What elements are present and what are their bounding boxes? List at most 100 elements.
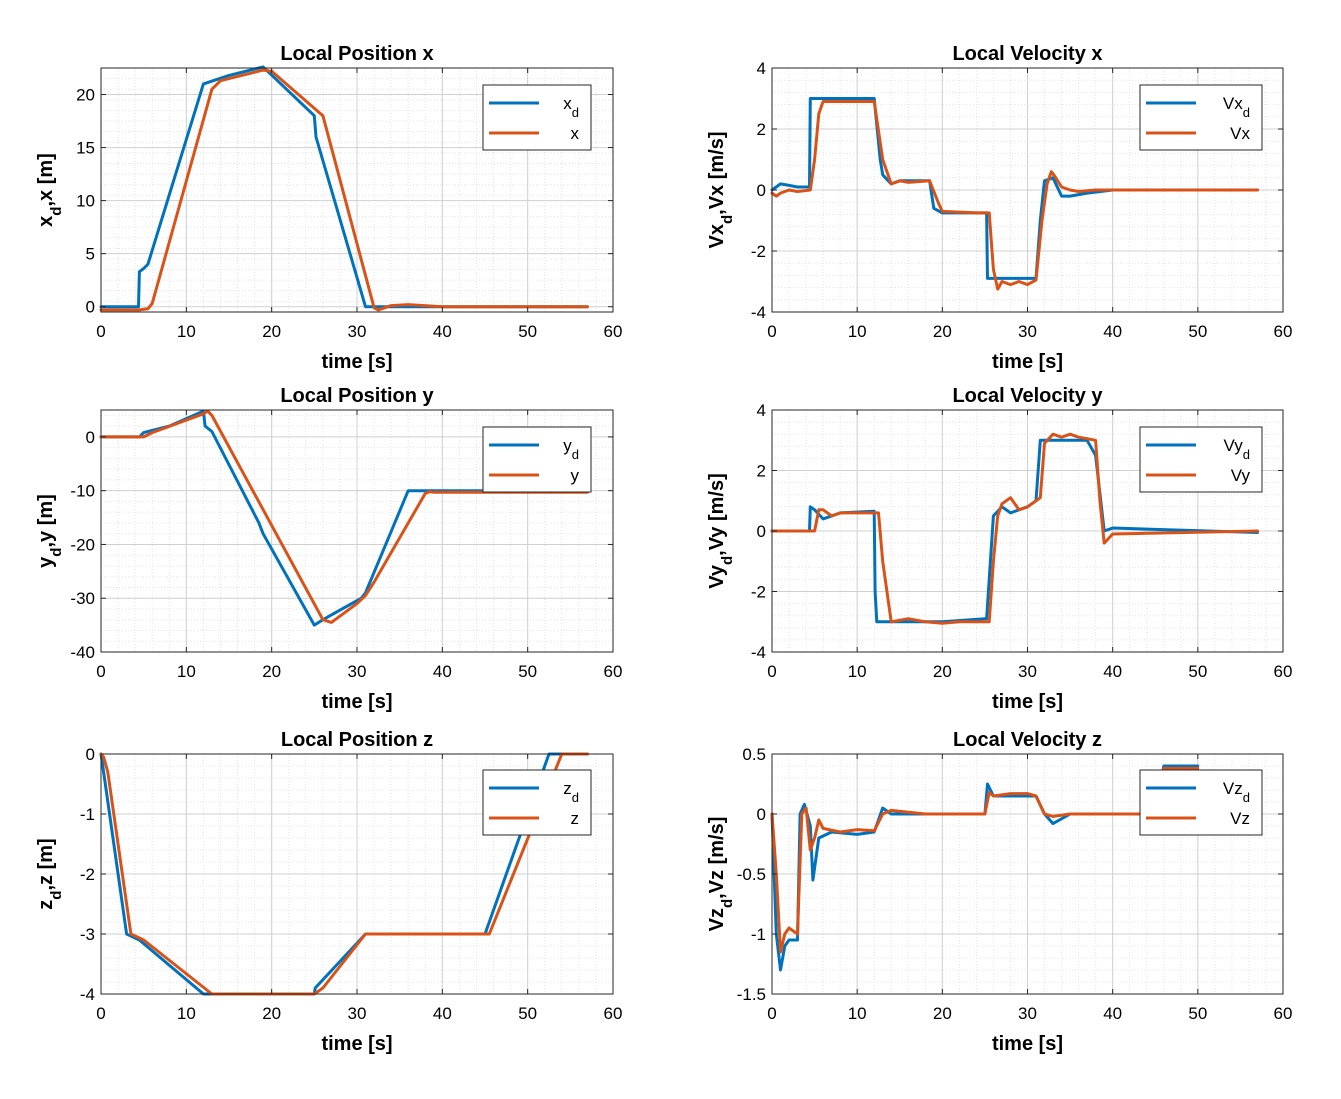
chart-title: Local Position z xyxy=(281,729,433,751)
x-axis-label: time [s] xyxy=(321,691,392,713)
legend: zd z xyxy=(482,769,592,836)
legend-label: Vzd xyxy=(1223,779,1250,805)
y-tick-label: -4 xyxy=(751,643,766,662)
x-tick-label: 10 xyxy=(848,322,867,341)
legend-label: y xyxy=(571,466,580,485)
legend: Vxd Vx xyxy=(1139,84,1263,151)
legend-label: yd xyxy=(563,436,579,462)
x-tick-label: 20 xyxy=(933,1004,952,1023)
x-tick-label: 0 xyxy=(96,322,105,341)
x-tick-label: 10 xyxy=(848,1004,867,1023)
x-tick-label: 50 xyxy=(518,322,537,341)
x-tick-label: 0 xyxy=(96,1004,105,1023)
y-tick-label: -30 xyxy=(70,589,95,608)
y-tick-label: 0.5 xyxy=(742,745,766,764)
legend-label: x xyxy=(571,124,580,143)
y-tick-label: 5 xyxy=(86,245,95,264)
chart-panel-4: 0 10 20 30 40 50 60 -4 -2 0 2 4 Local Velocity y time… xyxy=(706,385,1292,713)
x-tick-label: 10 xyxy=(177,1004,196,1023)
y-tick-label: -3 xyxy=(80,925,95,944)
x-tick-label: 30 xyxy=(348,662,367,681)
y-tick-label: -20 xyxy=(70,535,95,554)
y-axis-label: yd,y [m] xyxy=(35,494,65,568)
y-tick-label: -1.5 xyxy=(737,985,766,1004)
y-tick-label: -2 xyxy=(80,865,95,884)
x-tick-label: 50 xyxy=(1188,322,1207,341)
x-tick-label: 40 xyxy=(1103,1004,1122,1023)
y-axis-label: Vzd,Vz [m/s] xyxy=(706,817,736,932)
series-line-Vy xyxy=(770,432,1259,625)
x-tick-label: 40 xyxy=(1103,322,1122,341)
chart-title: Local Velocity z xyxy=(953,729,1102,751)
legend-label: xd xyxy=(563,94,579,120)
x-axis-label: time [s] xyxy=(992,1033,1063,1055)
x-axis-label: time [s] xyxy=(992,351,1063,373)
chart-panel-2: 0 10 20 30 40 50 60 -4 -2 0 2 4 Local Velocity x time… xyxy=(706,43,1292,373)
y-tick-label: 0 xyxy=(757,805,766,824)
x-tick-label: 60 xyxy=(1274,322,1293,341)
x-tick-label: 20 xyxy=(262,1004,281,1023)
x-tick-label: 10 xyxy=(177,662,196,681)
y-axis-label: Vxd,Vx [m/s] xyxy=(706,132,736,249)
x-tick-label: 30 xyxy=(1018,662,1037,681)
legend-label: Vyd xyxy=(1224,436,1250,462)
x-tick-label: 60 xyxy=(604,322,623,341)
y-tick-label: 10 xyxy=(76,192,95,211)
x-tick-label: 30 xyxy=(348,1004,367,1023)
x-tick-label: 30 xyxy=(348,322,367,341)
chart-panel-1: 0 10 20 30 40 50 60 0 5 10 15 20 Local Position x tim… xyxy=(35,43,622,373)
y-tick-label: 4 xyxy=(757,401,766,420)
x-tick-label: 20 xyxy=(933,322,952,341)
y-axis-label: zd,z [m] xyxy=(35,838,65,909)
legend-box xyxy=(1139,426,1263,493)
legend-box xyxy=(482,769,592,836)
chart-title: Local Velocity x xyxy=(952,43,1102,65)
y-tick-label: -2 xyxy=(751,583,766,602)
y-tick-label: 4 xyxy=(757,59,766,78)
x-axis-label: time [s] xyxy=(992,691,1063,713)
legend: Vyd Vy xyxy=(1139,426,1263,493)
legend: xd x xyxy=(482,84,592,151)
y-tick-label: -4 xyxy=(80,985,95,1004)
y-tick-label: -0.5 xyxy=(737,865,766,884)
x-tick-label: 40 xyxy=(433,662,452,681)
major-grid xyxy=(100,68,614,312)
series-line-Vx xyxy=(770,100,1259,291)
x-tick-label: 20 xyxy=(933,662,952,681)
y-tick-label: 0 xyxy=(86,745,95,764)
legend-label: Vy xyxy=(1231,466,1251,485)
x-tick-label: 30 xyxy=(1018,322,1037,341)
x-axis-label: time [s] xyxy=(321,1033,392,1055)
legend-box xyxy=(482,426,592,493)
legend-label: z xyxy=(571,809,580,828)
legend-box xyxy=(1139,769,1263,836)
x-tick-label: 20 xyxy=(262,322,281,341)
series-line-y-d xyxy=(99,409,589,627)
y-tick-label: 0 xyxy=(86,428,95,447)
y-axis-label: Vyd,Vy [m/s] xyxy=(706,473,736,589)
x-tick-label: 60 xyxy=(1274,662,1293,681)
x-tick-label: 10 xyxy=(848,662,867,681)
y-axis-label: xd,x [m] xyxy=(35,153,65,227)
chart-title: Local Position x xyxy=(280,43,433,65)
series-line-y xyxy=(99,409,589,624)
chart-panel-6: 0 10 20 30 40 50 60 -1.5 -1 -0.5 0 0.5 Local Velocit… xyxy=(706,729,1292,1055)
series-line-Vz xyxy=(770,766,1200,954)
legend-label: Vx xyxy=(1230,124,1250,143)
series-line-Vx-d xyxy=(770,97,1259,280)
y-tick-label: -4 xyxy=(751,303,766,322)
x-tick-label: 0 xyxy=(96,662,105,681)
x-tick-label: 50 xyxy=(1188,1004,1207,1023)
y-tick-label: -40 xyxy=(70,643,95,662)
chart-title: Local Position y xyxy=(280,385,434,407)
legend-box xyxy=(1139,84,1263,151)
legend: Vzd Vz xyxy=(1139,769,1263,836)
y-tick-label: -2 xyxy=(751,242,766,261)
x-tick-label: 60 xyxy=(1274,1004,1293,1023)
y-tick-label: 2 xyxy=(757,462,766,481)
legend-label: Vz xyxy=(1230,809,1250,828)
x-tick-label: 60 xyxy=(604,662,623,681)
y-tick-label: -10 xyxy=(70,482,95,501)
legend: yd y xyxy=(482,426,592,493)
